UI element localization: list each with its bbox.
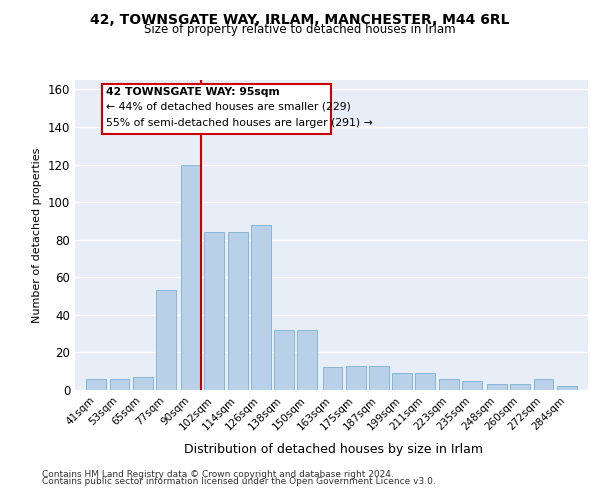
Text: Distribution of detached houses by size in Irlam: Distribution of detached houses by size … [184,442,482,456]
Bar [156,290,176,390]
Bar [557,386,577,390]
Bar [205,232,224,390]
Bar [133,377,152,390]
Bar [462,380,482,390]
Bar [439,378,458,390]
Bar [323,368,343,390]
Text: 42, TOWNSGATE WAY, IRLAM, MANCHESTER, M44 6RL: 42, TOWNSGATE WAY, IRLAM, MANCHESTER, M4… [90,12,510,26]
Bar [228,232,248,390]
Text: 42 TOWNSGATE WAY: 95sqm: 42 TOWNSGATE WAY: 95sqm [106,86,280,97]
Bar [110,378,130,390]
FancyBboxPatch shape [102,84,331,134]
Bar [274,330,294,390]
Bar [415,373,435,390]
Text: ← 44% of detached houses are smaller (229): ← 44% of detached houses are smaller (22… [106,102,351,112]
Bar [251,224,271,390]
Bar [346,366,365,390]
Text: Size of property relative to detached houses in Irlam: Size of property relative to detached ho… [144,22,456,36]
Bar [181,164,201,390]
Bar [369,366,389,390]
Y-axis label: Number of detached properties: Number of detached properties [32,148,42,322]
Bar [487,384,507,390]
Bar [86,378,106,390]
Bar [392,373,412,390]
Text: Contains HM Land Registry data © Crown copyright and database right 2024.: Contains HM Land Registry data © Crown c… [42,470,394,479]
Bar [533,378,553,390]
Bar [511,384,530,390]
Text: Contains public sector information licensed under the Open Government Licence v3: Contains public sector information licen… [42,478,436,486]
Text: 55% of semi-detached houses are larger (291) →: 55% of semi-detached houses are larger (… [106,118,373,128]
Bar [298,330,317,390]
